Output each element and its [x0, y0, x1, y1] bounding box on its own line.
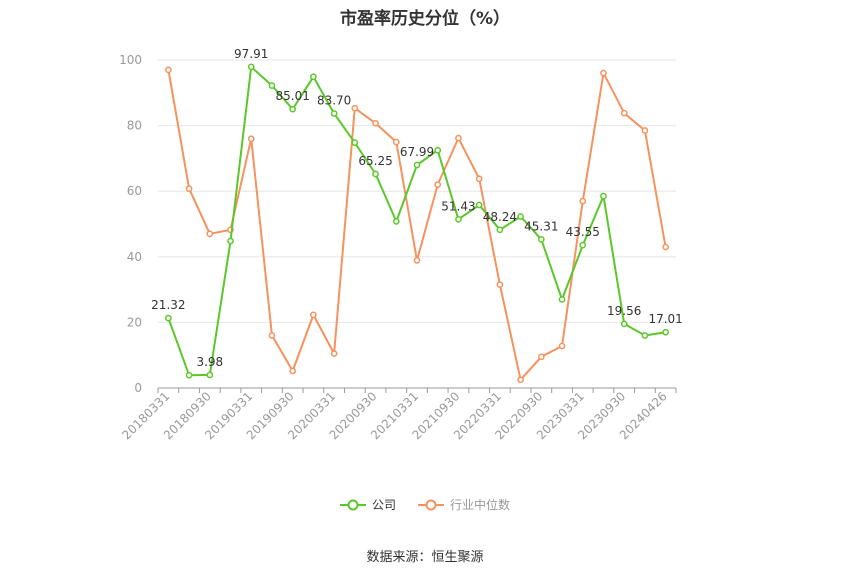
data-point: [372, 170, 379, 178]
legend-item-company[interactable]: 公司: [339, 496, 396, 513]
data-point: [600, 192, 607, 200]
y-tick-label: 100: [119, 53, 142, 67]
series: [165, 63, 669, 384]
data-point: [579, 197, 587, 205]
y-tick-label: 60: [127, 184, 142, 198]
legend-label-industry-median: 行业中位数: [450, 498, 511, 512]
data-point: [165, 314, 172, 322]
data-point: [662, 328, 669, 336]
data-label: 21.32: [151, 298, 185, 312]
data-point: [289, 367, 297, 375]
data-point: [641, 332, 649, 339]
y-tick-label: 80: [127, 119, 142, 133]
data-point: [537, 353, 545, 361]
data-point: [165, 66, 172, 74]
data-point: [310, 311, 317, 319]
data-point: [310, 73, 317, 81]
data-point: [496, 226, 504, 234]
data-point: [413, 257, 421, 264]
data-point: [330, 350, 338, 357]
data-label: 83.70: [317, 93, 351, 107]
data-source: 数据来源：恒生聚源: [366, 550, 484, 565]
data-point: [620, 109, 628, 117]
data-point: [372, 119, 379, 127]
data-point: [268, 82, 276, 89]
data-point: [206, 371, 214, 379]
legend: 公司 行业中位数: [0, 496, 850, 513]
data-label: 51.43: [441, 199, 475, 213]
data-point: [185, 185, 193, 192]
data-point: [641, 127, 649, 134]
data-labels: 21.32 3.98 97.91 85.01 83.70 65.25 67.99 51.43 4…: [151, 47, 683, 369]
line-chart: 0204060801002018033120180930201903312019…: [119, 47, 683, 442]
data-point: [227, 237, 234, 245]
data-point: [558, 342, 566, 350]
data-point: [247, 63, 255, 71]
data-point: [455, 134, 462, 142]
y-tick-label: 0: [134, 381, 142, 395]
data-point: [537, 236, 545, 243]
data-point: [268, 332, 276, 339]
data-point: [330, 110, 338, 117]
data-label: 17.01: [648, 312, 682, 326]
data-label: 67.99: [400, 145, 434, 159]
data-point: [392, 218, 400, 225]
data-point: [620, 320, 628, 328]
legend-line-marker-icon: [339, 499, 366, 510]
data-label: 97.91: [234, 47, 268, 61]
data-point: [413, 161, 421, 169]
data-point: [434, 181, 442, 188]
legend-line-marker-icon: [418, 499, 444, 510]
chart-title: 市盈率历史分位（%）: [339, 9, 511, 29]
data-point: [455, 215, 462, 223]
data-label: 85.01: [276, 89, 310, 103]
data-point: [206, 230, 214, 238]
data-label: 48.24: [483, 210, 517, 224]
legend-item-industry-median[interactable]: 行业中位数: [418, 496, 510, 513]
data-point: [247, 135, 255, 143]
data-point: [496, 281, 504, 289]
data-point: [475, 175, 483, 183]
data-label: 3.98: [196, 355, 223, 369]
legend-label-company: 公司: [371, 498, 396, 512]
data-label: 43.55: [566, 225, 600, 239]
data-point: [600, 69, 607, 77]
series-line-0: [167, 65, 666, 377]
data-point: [289, 105, 297, 113]
data-point: [351, 104, 359, 112]
data-point: [517, 376, 524, 384]
axes: 0204060801002018033120180930201903312019…: [119, 53, 677, 442]
data-point: [185, 371, 193, 379]
data-label: 19.56: [607, 304, 641, 318]
data-point: [517, 213, 524, 220]
data-point: [579, 241, 587, 249]
data-point: [392, 138, 400, 146]
y-tick-label: 40: [127, 250, 142, 264]
data-point: [662, 243, 669, 251]
data-point: [475, 201, 483, 209]
data-label: 45.31: [524, 219, 558, 233]
data-point: [558, 296, 566, 303]
y-tick-label: 20: [127, 315, 142, 329]
data-point: [434, 146, 442, 154]
data-point: [351, 139, 359, 147]
data-label: 65.25: [358, 154, 392, 168]
